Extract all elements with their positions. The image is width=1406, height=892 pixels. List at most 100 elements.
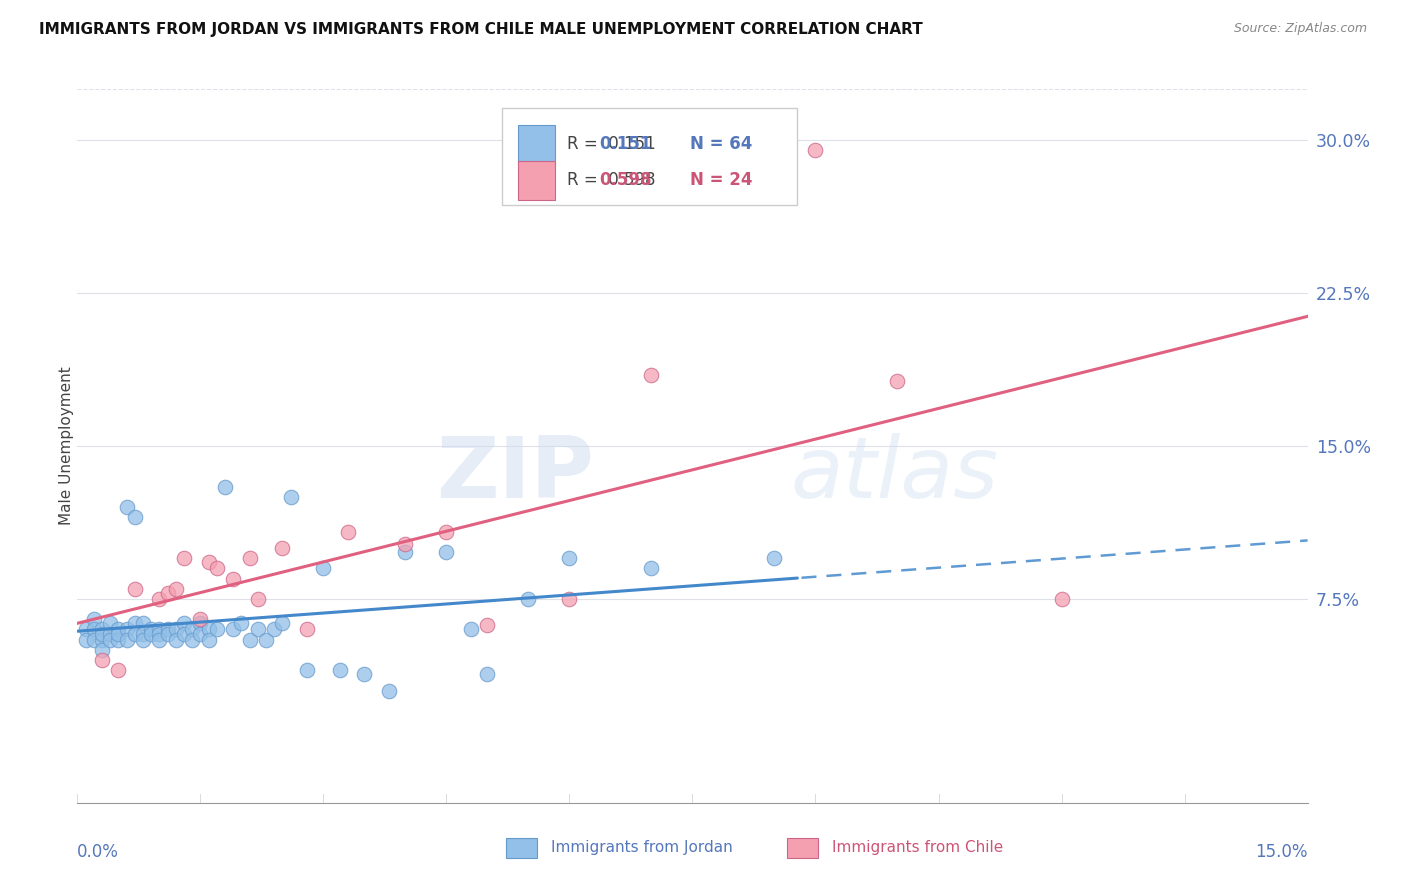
Point xyxy=(107,623,129,637)
Point xyxy=(394,537,416,551)
Point xyxy=(165,582,187,596)
Point xyxy=(181,623,204,637)
Point xyxy=(124,626,146,640)
Point xyxy=(205,623,228,637)
Point xyxy=(337,524,360,539)
Point xyxy=(107,626,129,640)
Point xyxy=(886,374,908,388)
Y-axis label: Male Unemployment: Male Unemployment xyxy=(59,367,73,525)
Point xyxy=(804,144,827,158)
Point xyxy=(98,626,121,640)
Point xyxy=(271,616,294,631)
Point xyxy=(460,623,482,637)
Point xyxy=(173,551,195,566)
Text: R =  0.598: R = 0.598 xyxy=(567,171,655,189)
Point xyxy=(124,510,146,524)
Point xyxy=(295,663,318,677)
Point xyxy=(173,616,195,631)
Point xyxy=(132,616,155,631)
Bar xyxy=(517,125,555,164)
Text: 0.598: 0.598 xyxy=(599,171,651,189)
Point xyxy=(558,591,581,606)
Point xyxy=(1050,591,1073,606)
Point xyxy=(83,623,105,637)
Point xyxy=(197,632,219,647)
Point xyxy=(231,616,253,631)
Point xyxy=(90,653,114,667)
Point xyxy=(90,626,114,640)
Point xyxy=(763,551,786,566)
FancyBboxPatch shape xyxy=(502,109,797,205)
Point xyxy=(115,500,138,515)
Point xyxy=(124,582,146,596)
Point xyxy=(254,632,277,647)
Point xyxy=(205,561,228,575)
Point xyxy=(378,683,401,698)
Point xyxy=(107,632,129,647)
Point xyxy=(75,623,97,637)
Point xyxy=(156,586,179,600)
Text: R =  0.151: R = 0.151 xyxy=(567,136,655,153)
Point xyxy=(436,545,458,559)
Text: 0.0%: 0.0% xyxy=(77,843,120,861)
Point xyxy=(477,667,499,681)
Point xyxy=(222,623,245,637)
Point xyxy=(90,623,114,637)
Point xyxy=(353,667,375,681)
Point xyxy=(173,626,195,640)
Point xyxy=(558,551,581,566)
Point xyxy=(156,626,179,640)
Bar xyxy=(517,161,555,200)
Text: 15.0%: 15.0% xyxy=(1256,843,1308,861)
Point xyxy=(148,632,170,647)
Point xyxy=(90,632,114,647)
Point xyxy=(132,626,155,640)
Text: Source: ZipAtlas.com: Source: ZipAtlas.com xyxy=(1233,22,1367,36)
Point xyxy=(124,616,146,631)
Point xyxy=(295,623,318,637)
Point xyxy=(75,632,97,647)
Point xyxy=(280,490,302,504)
Point xyxy=(239,551,262,566)
Point xyxy=(141,623,163,637)
Point xyxy=(98,632,121,647)
Point xyxy=(90,643,114,657)
Point xyxy=(394,545,416,559)
Point xyxy=(181,632,204,647)
Point xyxy=(517,591,540,606)
Point xyxy=(132,632,155,647)
Point xyxy=(141,626,163,640)
Point xyxy=(148,623,170,637)
Point xyxy=(188,626,212,640)
Point xyxy=(148,626,170,640)
Point xyxy=(271,541,294,555)
Point xyxy=(640,368,662,382)
Point xyxy=(222,572,245,586)
Point xyxy=(98,616,121,631)
Point xyxy=(83,612,105,626)
Point xyxy=(188,616,212,631)
Point xyxy=(188,612,212,626)
Point xyxy=(312,561,335,575)
Point xyxy=(436,524,458,539)
Point xyxy=(197,623,219,637)
Point xyxy=(640,561,662,575)
Text: IMMIGRANTS FROM JORDAN VS IMMIGRANTS FROM CHILE MALE UNEMPLOYMENT CORRELATION CH: IMMIGRANTS FROM JORDAN VS IMMIGRANTS FRO… xyxy=(39,22,924,37)
Point xyxy=(214,480,236,494)
Text: Immigrants from Chile: Immigrants from Chile xyxy=(832,840,1004,855)
Point xyxy=(156,623,179,637)
Point xyxy=(165,632,187,647)
Text: N = 64: N = 64 xyxy=(690,136,752,153)
Point xyxy=(477,618,499,632)
Text: Immigrants from Jordan: Immigrants from Jordan xyxy=(551,840,733,855)
Point xyxy=(197,555,219,569)
Point xyxy=(148,591,170,606)
Text: atlas: atlas xyxy=(792,433,998,516)
Text: 0.151: 0.151 xyxy=(599,136,651,153)
Point xyxy=(246,591,269,606)
Point xyxy=(107,663,129,677)
Point xyxy=(165,623,187,637)
Point xyxy=(239,632,262,647)
Text: ZIP: ZIP xyxy=(436,433,595,516)
Text: N = 24: N = 24 xyxy=(690,171,752,189)
